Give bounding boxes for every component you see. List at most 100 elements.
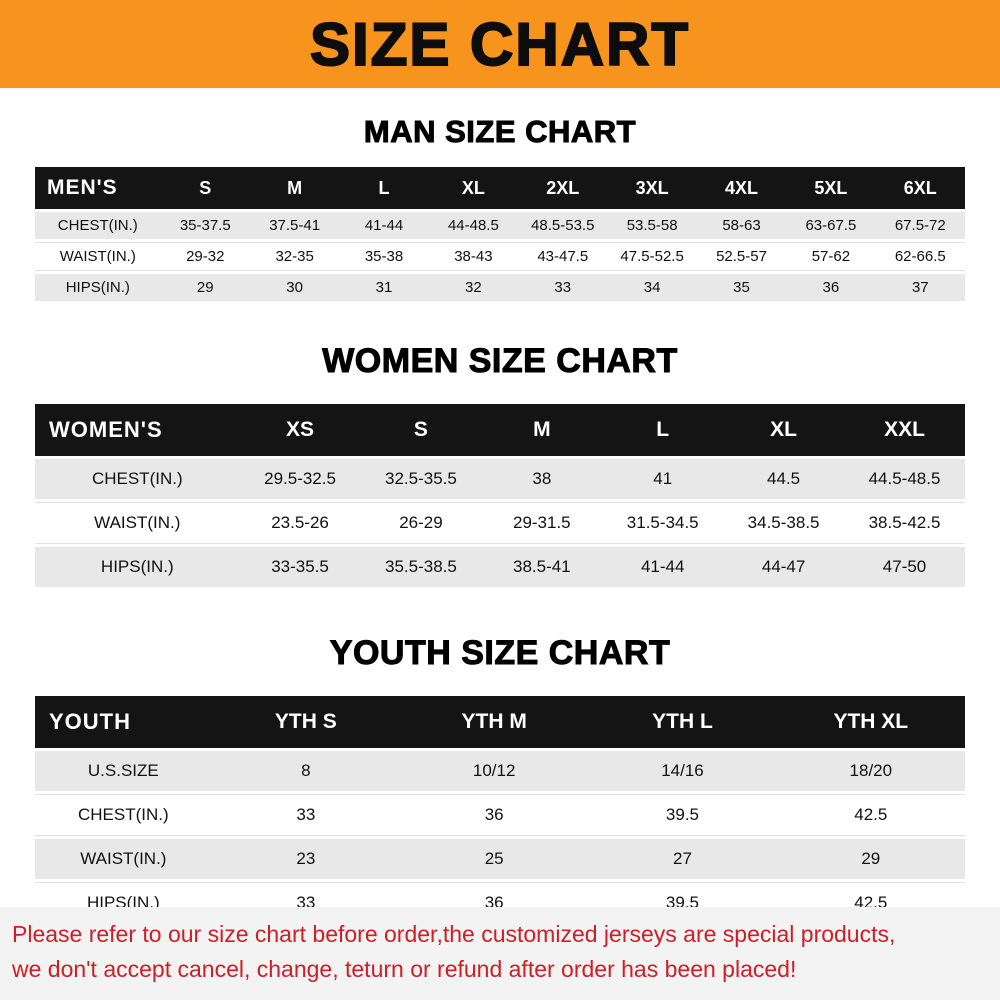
size-chart-banner: SIZE CHART	[0, 0, 1000, 88]
table-header-row: MEN'S S M L XL 2XL 3XL 4XL 5XL 6XL	[35, 167, 965, 209]
cell: 23	[211, 839, 400, 879]
table-row: CHEST(IN.) 29.5-32.5 32.5-35.5 38 41 44.…	[35, 459, 965, 499]
cell: 33-35.5	[239, 547, 361, 587]
table-row: WAIST(IN.) 23.5-26 26-29 29-31.5 31.5-34…	[35, 502, 965, 544]
table-row: CHEST(IN.) 35-37.5 37.5-41 41-44 44-48.5…	[35, 212, 965, 239]
cell: 30	[249, 274, 340, 301]
men-size-table: MEN'S S M L XL 2XL 3XL 4XL 5XL 6XL CHEST…	[35, 164, 965, 304]
youth-size-table-wrap: YOUTH YTH S YTH M YTH L YTH XL U.S.SIZE …	[0, 693, 1000, 927]
cell: 42.5	[776, 794, 965, 836]
youth-size-table: YOUTH YTH S YTH M YTH L YTH XL U.S.SIZE …	[35, 693, 965, 927]
cell: 53.5-58	[607, 212, 697, 239]
cell: 35-38	[339, 242, 429, 271]
column-header: XL	[723, 404, 845, 456]
table-group-label: YOUTH	[35, 696, 212, 748]
column-header: YTH S	[211, 696, 400, 748]
table-row: WAIST(IN.) 23 25 27 29	[35, 839, 965, 879]
cell: 14/16	[588, 751, 777, 791]
cell: 33	[518, 274, 608, 301]
cell: 29	[160, 274, 250, 301]
disclaimer-line-1: Please refer to our size chart before or…	[12, 921, 896, 947]
cell: 31.5-34.5	[602, 502, 724, 544]
cell: 43-47.5	[518, 242, 608, 271]
cell: 36	[400, 794, 589, 836]
cell: 32.5-35.5	[360, 459, 482, 499]
cell: 37	[875, 274, 965, 301]
cell: 48.5-53.5	[518, 212, 608, 239]
cell: 32-35	[249, 242, 340, 271]
cell: 18/20	[776, 751, 965, 791]
column-header: S	[160, 167, 250, 209]
cell: 44-47	[723, 547, 845, 587]
column-header: YTH XL	[776, 696, 965, 748]
cell: 33	[211, 794, 400, 836]
cell: 8	[211, 751, 400, 791]
table-group-label: WOMEN'S	[35, 404, 240, 456]
cell: 44.5-48.5	[844, 459, 965, 499]
cell: 34.5-38.5	[723, 502, 845, 544]
cell: 62-66.5	[875, 242, 965, 271]
table-row: WAIST(IN.) 29-32 32-35 35-38 38-43 43-47…	[35, 242, 965, 271]
row-label: WAIST(IN.)	[35, 839, 212, 879]
column-header: 5XL	[786, 167, 876, 209]
row-label: CHEST(IN.)	[35, 459, 240, 499]
cell: 36	[786, 274, 876, 301]
cell: 57-62	[786, 242, 876, 271]
women-size-table: WOMEN'S XS S M L XL XXL CHEST(IN.) 29.5-…	[35, 401, 965, 590]
cell: 63-67.5	[786, 212, 876, 239]
cell: 29-31.5	[481, 502, 603, 544]
table-row: HIPS(IN.) 29 30 31 32 33 34 35 36 37	[35, 274, 965, 301]
column-header: 3XL	[607, 167, 697, 209]
cell: 67.5-72	[875, 212, 965, 239]
men-size-table-wrap: MEN'S S M L XL 2XL 3XL 4XL 5XL 6XL CHEST…	[0, 164, 1000, 304]
column-header: 2XL	[518, 167, 608, 209]
column-header: YTH L	[588, 696, 777, 748]
row-label: HIPS(IN.)	[35, 547, 240, 587]
cell: 29	[776, 839, 965, 879]
cell: 47.5-52.5	[607, 242, 697, 271]
cell: 35	[696, 274, 787, 301]
youth-size-chart-heading: YOUTH SIZE CHART	[329, 634, 671, 673]
column-header: M	[249, 167, 340, 209]
cell: 35-37.5	[160, 212, 250, 239]
cell: 38.5-41	[481, 547, 603, 587]
cell: 52.5-57	[696, 242, 787, 271]
cell: 25	[400, 839, 589, 879]
cell: 37.5-41	[249, 212, 340, 239]
table-group-label: MEN'S	[35, 167, 161, 209]
row-label: U.S.SIZE	[35, 751, 212, 791]
cell: 38-43	[428, 242, 519, 271]
row-label: CHEST(IN.)	[35, 212, 161, 239]
man-size-chart-heading: MAN SIZE CHART	[363, 114, 637, 150]
cell: 41-44	[339, 212, 429, 239]
banner-title: SIZE CHART	[309, 10, 690, 79]
column-header: XL	[428, 167, 519, 209]
column-header: YTH M	[400, 696, 589, 748]
table-row: CHEST(IN.) 33 36 39.5 42.5	[35, 794, 965, 836]
women-size-chart-heading: WOMEN SIZE CHART	[322, 342, 678, 381]
cell: 31	[339, 274, 429, 301]
cell: 39.5	[588, 794, 777, 836]
row-label: CHEST(IN.)	[35, 794, 212, 836]
cell: 10/12	[400, 751, 589, 791]
cell: 29.5-32.5	[239, 459, 361, 499]
row-label: HIPS(IN.)	[35, 274, 161, 301]
cell: 35.5-38.5	[360, 547, 482, 587]
cell: 44.5	[723, 459, 845, 499]
cell: 34	[607, 274, 697, 301]
column-header: S	[360, 404, 482, 456]
column-header: 4XL	[696, 167, 787, 209]
cell: 41-44	[602, 547, 724, 587]
column-header: L	[602, 404, 724, 456]
women-size-table-wrap: WOMEN'S XS S M L XL XXL CHEST(IN.) 29.5-…	[0, 401, 1000, 590]
cell: 38	[481, 459, 603, 499]
table-header-row: YOUTH YTH S YTH M YTH L YTH XL	[35, 696, 965, 748]
cell: 32	[428, 274, 519, 301]
column-header: XXL	[844, 404, 965, 456]
disclaimer-line-2: we don't accept cancel, change, teturn o…	[12, 955, 797, 982]
cell: 47-50	[844, 547, 965, 587]
cell: 38.5-42.5	[844, 502, 965, 544]
cell: 58-63	[696, 212, 787, 239]
row-label: WAIST(IN.)	[35, 502, 240, 544]
